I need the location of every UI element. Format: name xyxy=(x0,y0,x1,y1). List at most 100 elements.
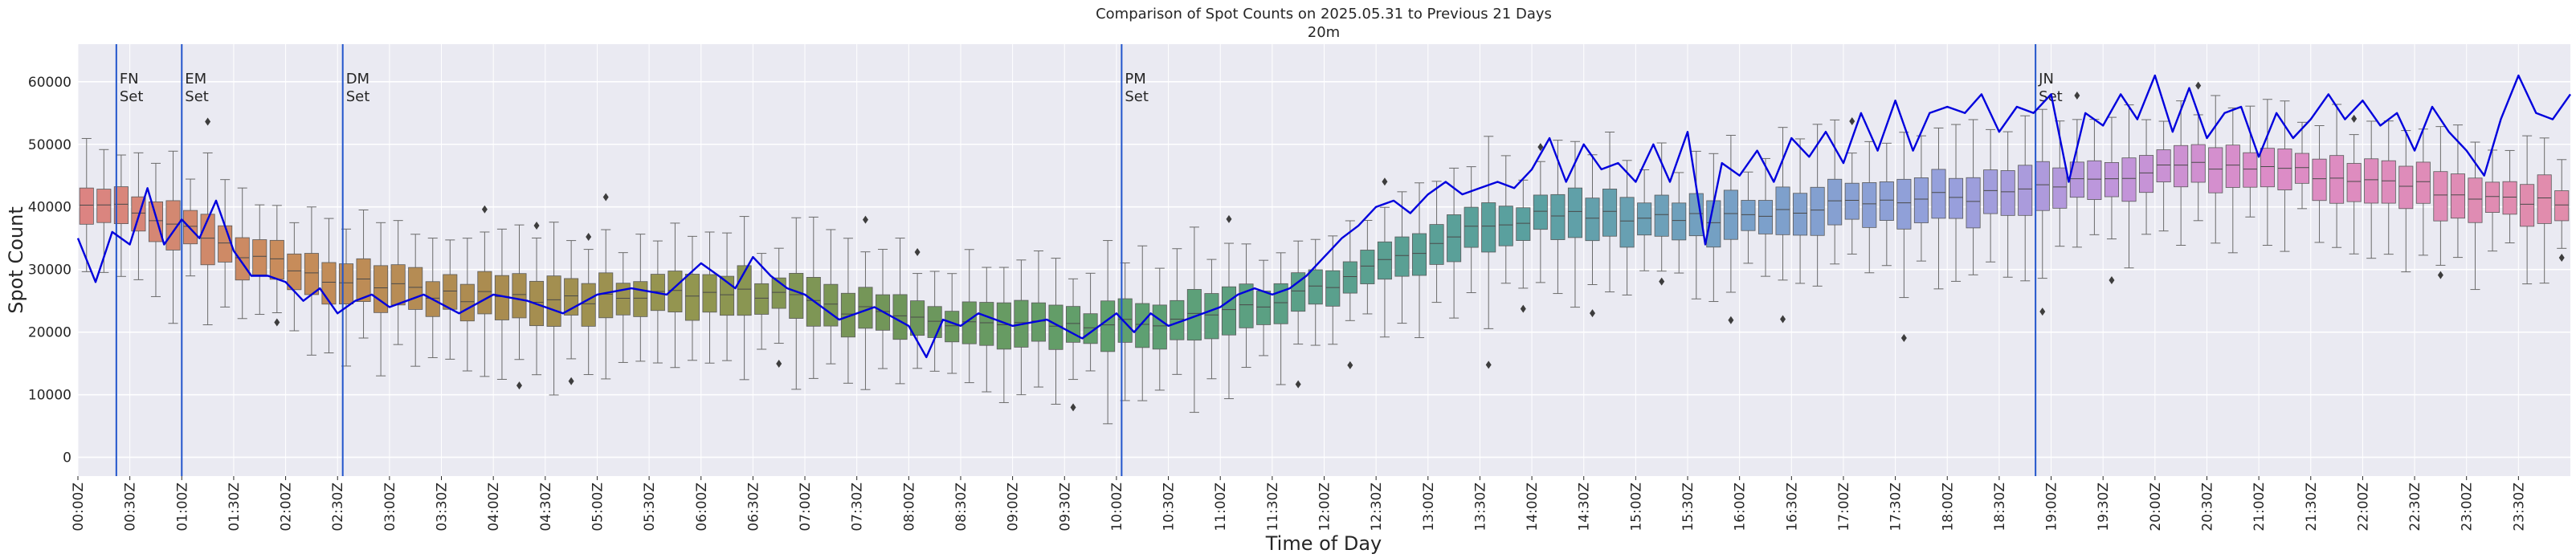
box-plot xyxy=(892,238,908,385)
box-body xyxy=(1827,178,1843,226)
box-plot xyxy=(1308,238,1323,346)
box-body xyxy=(581,283,596,327)
x-tick-label: 01:00Z xyxy=(174,483,190,532)
x-tick-label: 17:00Z xyxy=(1836,483,1852,532)
box-body xyxy=(2277,149,2292,190)
box-body xyxy=(183,210,198,245)
box-body xyxy=(390,264,406,306)
box-body xyxy=(2468,177,2483,223)
box-body xyxy=(1411,233,1427,276)
box-plot xyxy=(477,205,492,377)
box-body xyxy=(235,237,250,281)
x-tick-label: 20:30Z xyxy=(2199,483,2215,532)
box-body xyxy=(2415,161,2431,204)
box-plot xyxy=(2468,141,2483,291)
box-body xyxy=(996,302,1011,350)
box-plot xyxy=(1342,220,1357,369)
box-body xyxy=(2502,181,2517,215)
box-body xyxy=(1844,182,1860,220)
box-body xyxy=(945,311,960,343)
box-body xyxy=(2000,170,2015,216)
box-body xyxy=(1879,181,1894,221)
x-tick-label: 07:00Z xyxy=(798,483,814,532)
box-body xyxy=(1585,198,1600,242)
x-tick-label: 02:00Z xyxy=(279,483,295,532)
box-plot xyxy=(1983,128,1998,263)
box-outlier xyxy=(1226,214,1232,223)
box-plot xyxy=(1481,136,1496,369)
box-outlier xyxy=(481,205,488,214)
box-plot xyxy=(304,206,319,356)
box-outlier xyxy=(1659,277,1665,286)
x-tick-label: 21:00Z xyxy=(2251,483,2268,532)
box-body xyxy=(1896,178,1912,230)
box-body xyxy=(2104,161,2119,198)
box-outlier xyxy=(1295,380,1301,389)
box-plot xyxy=(1619,160,1635,295)
box-body xyxy=(1377,241,1392,280)
x-tick-label: 08:00Z xyxy=(901,483,917,532)
box-body xyxy=(2139,155,2154,193)
box-plot xyxy=(252,204,267,316)
x-tick-label: 09:30Z xyxy=(1057,483,1073,532)
x-tick-label: 05:30Z xyxy=(642,483,658,532)
box-body xyxy=(720,275,735,316)
box-body xyxy=(667,271,683,313)
box-body xyxy=(1775,186,1790,235)
x-tick-label: 03:00Z xyxy=(382,483,398,532)
box-body xyxy=(1672,202,1687,241)
x-tick-label: 19:00Z xyxy=(2044,483,2060,532)
y-axis-title: Spot Count xyxy=(5,206,27,313)
box-body xyxy=(1567,187,1582,238)
y-tick-labels: 0 10000 20000 30000 40000 50000 60000 xyxy=(28,75,71,466)
box-plot xyxy=(996,267,1011,403)
box-body xyxy=(459,283,475,322)
box-plot xyxy=(979,267,994,393)
annotation-label: Set xyxy=(1125,88,1149,105)
chart-title: Comparison of Spot Counts on 2025.05.31 … xyxy=(1096,6,1552,22)
x-tick-label: 16:00Z xyxy=(1733,483,1749,532)
series-line xyxy=(76,74,2571,359)
box-body xyxy=(321,262,337,305)
box-plot xyxy=(2156,120,2171,232)
box-outlier xyxy=(1347,360,1353,369)
box-body xyxy=(1516,207,1531,241)
box-body xyxy=(287,253,302,291)
box-plot xyxy=(1360,219,1375,315)
x-tick-label: 04:30Z xyxy=(538,483,554,532)
annotation-label: Set xyxy=(185,88,209,105)
y-tick-label: 30000 xyxy=(28,263,71,279)
box-body xyxy=(840,292,855,338)
box-plot xyxy=(183,178,198,277)
x-tick-label: 12:30Z xyxy=(1369,483,1385,532)
box-body xyxy=(1862,182,1877,228)
x-tick-labels: 00:00Z 00:30Z 01:00Z 01:30Z 02:00Z 02:30Z 03:0… xyxy=(71,476,2527,532)
box-body xyxy=(1810,186,1825,236)
box-body xyxy=(443,274,458,310)
box-plot xyxy=(2415,128,2431,256)
box-plot xyxy=(2121,104,2137,269)
x-tick-label: 14:00Z xyxy=(1525,483,1541,532)
box-plot xyxy=(2000,131,2015,278)
box-plot xyxy=(1498,155,1513,284)
box-plot xyxy=(1152,267,1167,391)
box-body xyxy=(356,258,371,302)
box-body xyxy=(2520,184,2535,227)
box-body xyxy=(979,302,994,346)
box-plot xyxy=(1170,248,1185,375)
box-outlier xyxy=(1537,143,1544,152)
box-plot xyxy=(2069,92,2084,248)
box-plot xyxy=(2208,95,2223,244)
box-plot xyxy=(1844,116,1860,255)
box-body xyxy=(2208,147,2223,193)
box-body xyxy=(546,275,561,327)
box-plot xyxy=(443,239,458,360)
box-plot xyxy=(1879,142,1894,267)
x-tick-label: 23:30Z xyxy=(2511,483,2527,532)
box-plot xyxy=(96,149,112,273)
box-plot xyxy=(1533,143,1548,283)
box-plot xyxy=(1602,132,1618,293)
x-tick-label: 09:00Z xyxy=(1006,483,1022,532)
box-body xyxy=(2294,153,2310,184)
box-plot xyxy=(2554,159,2570,263)
